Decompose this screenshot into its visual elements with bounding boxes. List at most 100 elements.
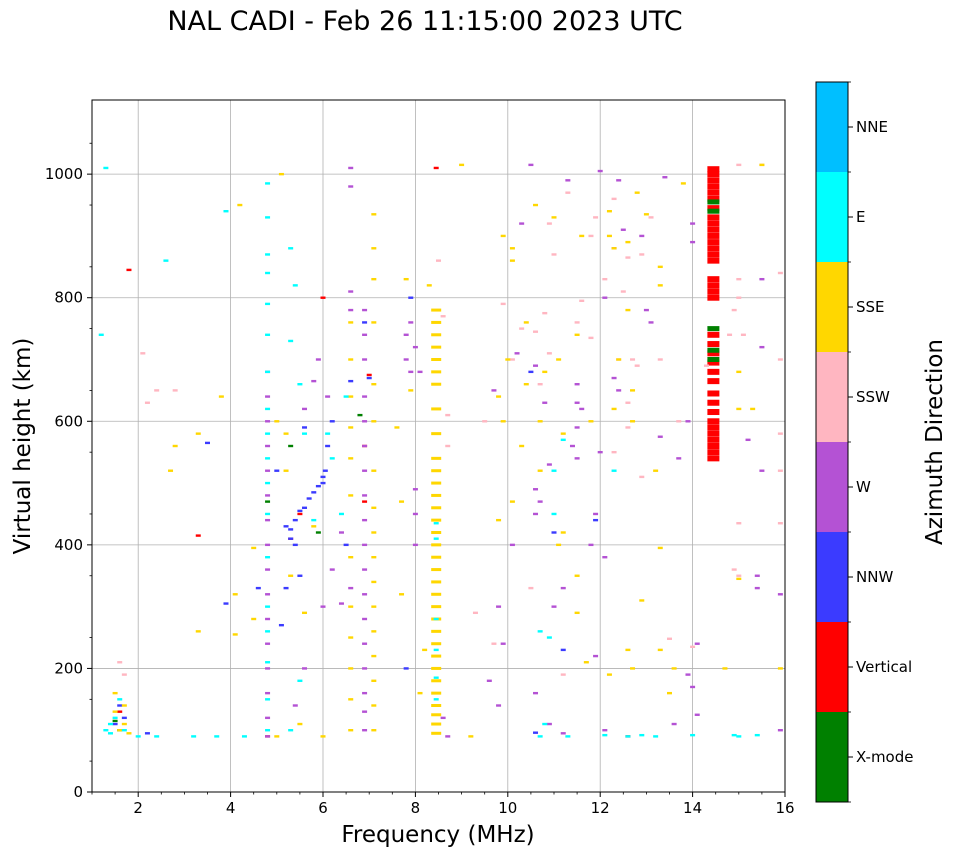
data-point-w (690, 685, 696, 689)
data-point-vertical (707, 257, 720, 264)
data-point-e (546, 636, 552, 639)
data-point-sse (431, 592, 442, 596)
data-point-ssw (602, 277, 608, 281)
data-point-w (408, 370, 414, 374)
data-point-sse (556, 358, 562, 361)
colorbar-tick-label: Vertical (856, 658, 912, 676)
data-point-sse (232, 633, 238, 636)
data-point-w (662, 176, 668, 179)
data-point-w (362, 617, 368, 621)
data-point-vertical (707, 443, 720, 449)
data-point-sse (500, 234, 506, 238)
data-point-sse (625, 308, 631, 312)
data-point-sse (348, 426, 354, 429)
data-point-w (560, 732, 566, 735)
data-point-vertical (707, 251, 720, 258)
data-point-w (574, 383, 580, 386)
data-point-w (546, 722, 552, 726)
data-point-nnw (274, 469, 280, 472)
data-point-w (320, 605, 326, 608)
data-point-sse (468, 735, 474, 738)
data-point-ssw (144, 401, 150, 404)
data-point-w (533, 691, 539, 695)
data-point-w (302, 667, 308, 670)
data-point-ssw (445, 413, 451, 417)
data-point-w (574, 426, 580, 429)
data-point-nnw (297, 574, 303, 577)
data-point-sse (657, 265, 663, 269)
data-point-w (528, 163, 534, 167)
data-point-e (265, 333, 271, 336)
data-point-sse (606, 234, 612, 238)
data-point-sse (431, 531, 442, 534)
data-point-ssw (648, 216, 654, 219)
data-point-sse (533, 203, 539, 207)
data-point-e (433, 537, 439, 540)
data-point-nnw (325, 444, 331, 448)
data-point-vertical (707, 368, 720, 375)
data-point-e (433, 522, 439, 525)
data-point-e (537, 630, 543, 633)
data-point-sse (431, 333, 442, 337)
data-point-sse (371, 654, 377, 658)
data-point-sse (399, 500, 405, 503)
data-point-vertical (707, 424, 720, 431)
data-point-e (343, 395, 349, 398)
data-point-ssw (777, 358, 783, 361)
data-point-e (265, 432, 271, 435)
data-point-e (265, 698, 271, 701)
data-point-w (759, 345, 765, 349)
data-point-sse (459, 163, 465, 167)
data-point-e (107, 722, 113, 726)
data-point-nnw (283, 525, 289, 528)
data-point-e (265, 370, 271, 374)
data-point-w (754, 574, 760, 577)
data-point-ssw (736, 522, 742, 525)
data-point-w (602, 556, 608, 559)
data-point-w (542, 401, 548, 404)
data-point-nnw (408, 296, 414, 299)
data-point-vertical (707, 214, 720, 221)
data-point-ssw (472, 611, 478, 615)
data-point-ssw (546, 222, 552, 225)
data-point-w (643, 308, 649, 312)
data-point-w (412, 512, 418, 516)
data-point-w (579, 407, 585, 411)
data-point-sse (371, 630, 377, 633)
data-point-sse (320, 735, 326, 738)
data-point-w (362, 729, 368, 732)
data-point-e (265, 407, 271, 411)
data-point-w (597, 169, 603, 173)
data-point-sse (680, 182, 686, 185)
data-point-vertical (362, 500, 368, 503)
data-point-e (223, 210, 229, 213)
data-point-ssw (736, 574, 742, 577)
data-point-e (265, 216, 271, 219)
data-point-sse (172, 444, 178, 448)
data-point-sse (371, 321, 377, 324)
data-point-sse (509, 500, 515, 503)
data-point-w (412, 543, 418, 547)
data-point-w (362, 420, 368, 423)
colorbar-segment-sse (816, 262, 848, 352)
data-point-sse (667, 691, 672, 695)
data-point-ssw (537, 383, 543, 386)
data-point-sse (371, 469, 377, 472)
data-point-x-mode (315, 531, 321, 534)
data-point-w (509, 543, 515, 547)
data-point-sse (556, 543, 562, 547)
data-point-e (191, 735, 197, 738)
data-point-vertical (297, 512, 303, 516)
data-point-e (325, 432, 331, 435)
data-point-w (362, 358, 368, 361)
colorbar-tick-label: NNE (856, 118, 888, 136)
data-point-nnw (362, 321, 368, 324)
data-point-sse (736, 370, 742, 374)
data-point-w (315, 358, 321, 361)
data-point-w (403, 358, 409, 361)
data-point-sse (371, 556, 377, 559)
x-tick-label: 4 (226, 799, 236, 817)
data-point-nnw (306, 497, 312, 500)
data-point-e (98, 333, 104, 336)
data-point-nnw (322, 469, 328, 472)
